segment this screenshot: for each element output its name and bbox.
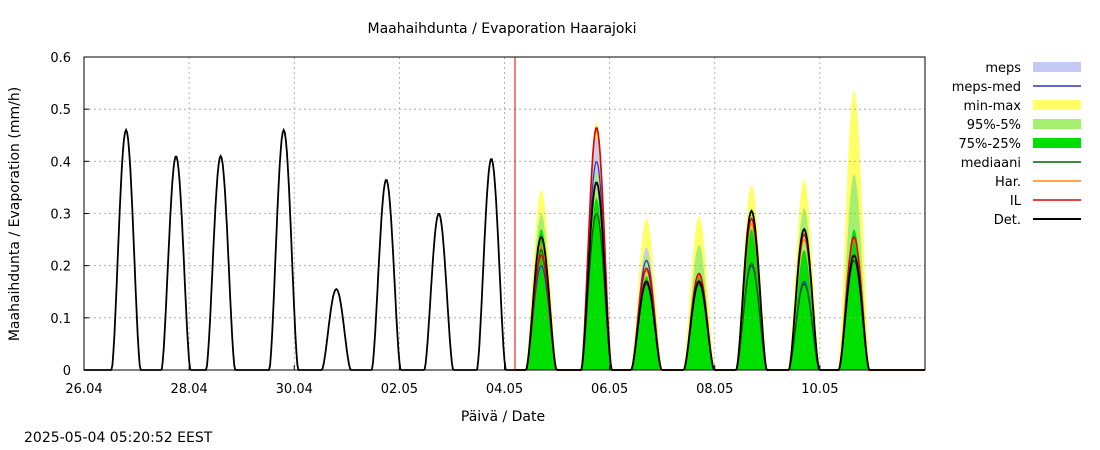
p75-band (515, 198, 925, 370)
y-tick-label: 0.1 (50, 312, 71, 327)
x-tick-label: 28.04 (171, 382, 208, 397)
y-tick-label: 0.6 (50, 51, 71, 66)
legend-swatch (1033, 62, 1081, 72)
x-tick-label: 10.05 (801, 382, 838, 397)
y-tick-label: 0.3 (50, 208, 71, 223)
legend-label: 75%-25% (959, 137, 1021, 152)
y-tick-label: 0.5 (50, 103, 71, 118)
legend-label: IL (1010, 194, 1022, 209)
legend-swatch (1033, 100, 1081, 110)
x-tick-label: 26.04 (65, 382, 102, 397)
legend-swatch (1033, 138, 1081, 148)
legend-label: 95%-5% (967, 118, 1021, 133)
x-tick-label: 08.05 (696, 382, 733, 397)
y-tick-label: 0.4 (50, 155, 71, 170)
legend-label: Har. (995, 175, 1021, 190)
chart-title: Maahaihdunta / Evaporation Haarajoki (367, 21, 636, 37)
x-tick-label: 04.05 (486, 382, 523, 397)
footer-timestamp: 2025-05-04 05:20:52 EEST (24, 430, 213, 446)
legend-label: min-max (963, 99, 1021, 114)
forecast-bands (515, 91, 925, 370)
x-tick-label: 06.05 (591, 382, 628, 397)
y-axis-label: Maahaihdunta / Evaporation (mm/h) (7, 87, 23, 341)
x-axis-ticks: 26.04 28.04 30.04 02.05 04.05 06.05 08.05 10.05 (65, 365, 838, 397)
y-tick-label: 0.2 (50, 260, 71, 275)
y-axis-ticks: 0 0.1 0.2 0.3 0.4 0.5 0.6 (50, 51, 89, 379)
observed-line (84, 127, 515, 371)
legend-label: Det. (994, 213, 1021, 228)
x-tick-label: 02.05 (381, 382, 418, 397)
legend-label: mediaani (961, 156, 1021, 171)
x-tick-label: 30.04 (276, 382, 313, 397)
y-tick-label: 0 (63, 364, 71, 379)
legend-swatch (1033, 119, 1081, 129)
x-axis-label: Päivä / Date (461, 409, 545, 425)
legend: meps meps-med min-max 95%-5% 75%-25% mediaani… (952, 61, 1081, 228)
legend-label: meps (985, 61, 1021, 76)
legend-label: meps-med (952, 80, 1021, 95)
grid-lines (84, 57, 925, 370)
